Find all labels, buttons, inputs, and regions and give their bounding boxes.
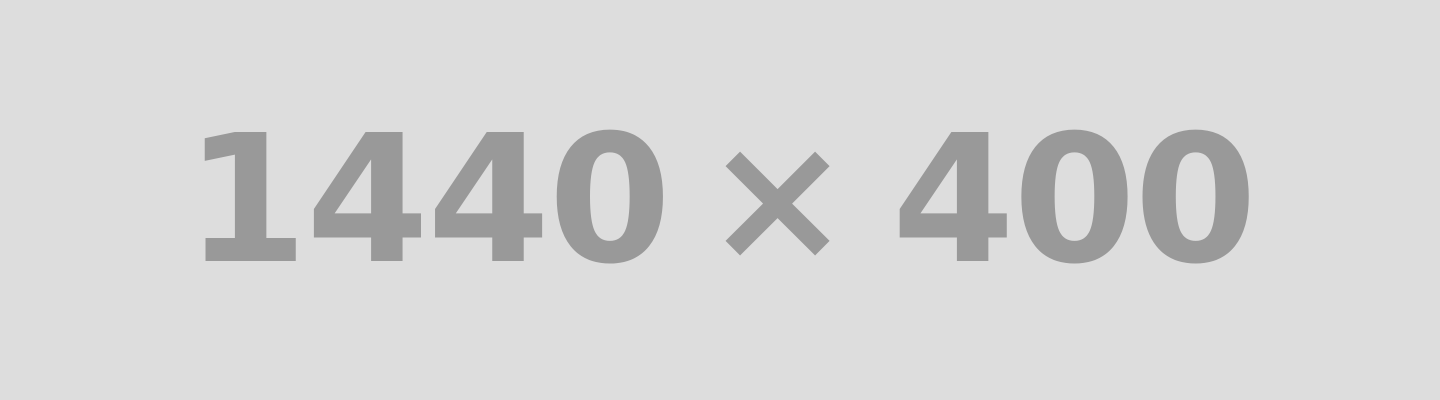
placeholder-height-text: 400 (891, 96, 1257, 303)
placeholder-separator: × (703, 94, 851, 301)
placeholder-width-text: 1440 (184, 96, 672, 303)
